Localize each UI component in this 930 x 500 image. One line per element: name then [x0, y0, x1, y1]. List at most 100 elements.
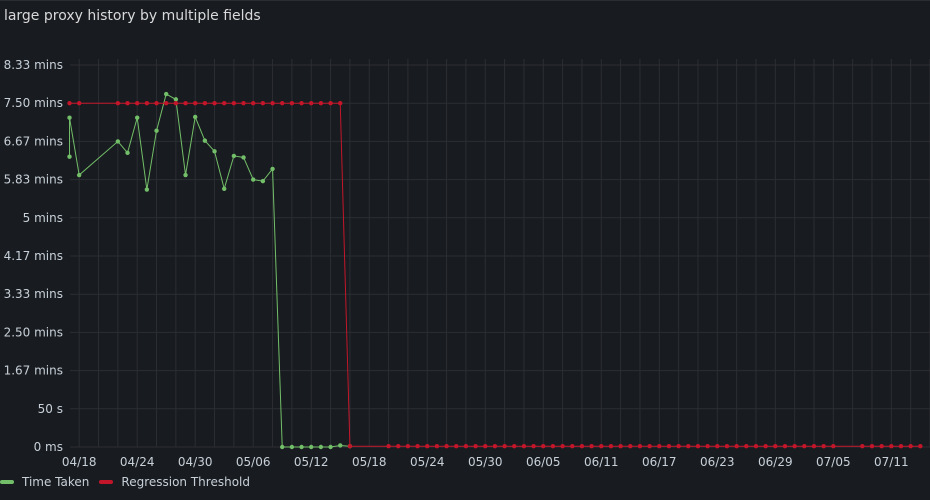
regression-threshold-point[interactable]	[309, 101, 314, 106]
regression-threshold-point[interactable]	[173, 101, 179, 106]
regression-threshold-point[interactable]	[280, 101, 285, 106]
regression-threshold-point[interactable]	[125, 101, 130, 106]
time-taken-point[interactable]	[134, 115, 140, 120]
regression-threshold-point[interactable]	[289, 101, 295, 106]
regression-threshold-point[interactable]	[753, 444, 759, 449]
legend-item-regression-threshold[interactable]: Regression Threshold	[99, 475, 250, 489]
regression-threshold-point[interactable]	[570, 444, 575, 449]
regression-threshold-point[interactable]	[869, 444, 875, 449]
regression-threshold-point[interactable]	[231, 101, 237, 106]
time-taken-point[interactable]	[289, 444, 295, 450]
regression-threshold-point[interactable]	[338, 101, 343, 106]
regression-threshold-point[interactable]	[628, 444, 633, 449]
regression-threshold-point[interactable]	[686, 444, 691, 449]
time-taken-point[interactable]	[280, 444, 285, 450]
regression-threshold-point[interactable]	[425, 444, 430, 449]
regression-threshold-point[interactable]	[608, 444, 614, 449]
regression-threshold-point[interactable]	[879, 444, 884, 449]
regression-threshold-point[interactable]	[550, 444, 556, 449]
regression-threshold-point[interactable]	[492, 444, 498, 449]
regression-threshold-point[interactable]	[454, 444, 459, 449]
time-taken-point[interactable]	[193, 114, 198, 120]
regression-threshold-point[interactable]	[744, 444, 749, 449]
regression-threshold-point[interactable]	[589, 444, 594, 449]
regression-threshold-point[interactable]	[115, 101, 121, 106]
regression-threshold-point[interactable]	[599, 444, 604, 449]
regression-threshold-point[interactable]	[831, 444, 836, 449]
regression-threshold-point[interactable]	[763, 444, 768, 449]
legend-item-time-taken[interactable]: Time Taken	[0, 475, 89, 489]
regression-threshold-point[interactable]	[483, 444, 488, 449]
regression-threshold-point[interactable]	[193, 101, 198, 106]
regression-threshold-point[interactable]	[618, 444, 623, 449]
time-taken-point[interactable]	[144, 187, 150, 192]
regression-threshold-point[interactable]	[260, 101, 266, 106]
time-taken-point[interactable]	[309, 444, 314, 450]
regression-threshold-point[interactable]	[531, 444, 536, 449]
regression-threshold-point[interactable]	[521, 444, 527, 449]
regression-threshold-point[interactable]	[918, 444, 923, 449]
regression-threshold-point[interactable]	[318, 101, 324, 106]
regression-threshold-point[interactable]	[463, 444, 469, 449]
regression-threshold-point[interactable]	[299, 101, 304, 106]
time-taken-point[interactable]	[251, 177, 256, 182]
regression-threshold-point[interactable]	[821, 444, 826, 449]
regression-threshold-point[interactable]	[415, 444, 420, 449]
time-taken-point[interactable]	[299, 444, 304, 450]
time-taken-point[interactable]	[67, 115, 72, 120]
regression-threshold-point[interactable]	[908, 444, 913, 449]
regression-threshold-point[interactable]	[270, 101, 275, 106]
regression-threshold-point[interactable]	[898, 444, 904, 449]
regression-threshold-point[interactable]	[434, 444, 440, 449]
regression-threshold-point[interactable]	[782, 444, 788, 449]
regression-threshold-point[interactable]	[144, 101, 150, 106]
time-taken-point[interactable]	[222, 186, 227, 191]
regression-threshold-point[interactable]	[676, 444, 681, 449]
time-taken-point[interactable]	[241, 155, 246, 160]
time-taken-point[interactable]	[183, 172, 188, 178]
regression-threshold-point[interactable]	[541, 444, 546, 449]
time-taken-point[interactable]	[76, 172, 82, 178]
regression-threshold-point[interactable]	[212, 101, 217, 106]
regression-threshold-point[interactable]	[164, 101, 169, 106]
regression-threshold-point[interactable]	[386, 444, 391, 449]
regression-threshold-point[interactable]	[222, 101, 227, 106]
regression-threshold-point[interactable]	[647, 444, 652, 449]
regression-threshold-point[interactable]	[773, 444, 778, 449]
time-taken-point[interactable]	[328, 444, 333, 450]
regression-threshold-point[interactable]	[715, 444, 720, 449]
time-taken-point[interactable]	[202, 138, 208, 143]
time-taken-point[interactable]	[231, 153, 237, 159]
regression-threshold-point[interactable]	[328, 101, 333, 106]
time-taken-point[interactable]	[270, 166, 275, 172]
regression-threshold-point[interactable]	[811, 444, 817, 449]
time-taken-point[interactable]	[173, 97, 179, 102]
regression-threshold-point[interactable]	[695, 444, 701, 449]
time-taken-point[interactable]	[115, 139, 121, 144]
regression-threshold-point[interactable]	[860, 444, 865, 449]
time-taken-point[interactable]	[212, 149, 217, 154]
regression-threshold-point[interactable]	[405, 444, 411, 449]
regression-threshold-point[interactable]	[889, 444, 894, 449]
regression-threshold-point[interactable]	[134, 101, 140, 106]
time-taken-point[interactable]	[338, 443, 343, 448]
regression-threshold-point[interactable]	[637, 444, 643, 449]
time-taken-point[interactable]	[67, 154, 72, 159]
regression-threshold-point[interactable]	[734, 444, 739, 449]
regression-threshold-point[interactable]	[67, 101, 72, 106]
time-taken-point[interactable]	[154, 128, 159, 133]
regression-threshold-point[interactable]	[347, 444, 353, 449]
regression-threshold-point[interactable]	[473, 444, 478, 449]
regression-threshold-point[interactable]	[802, 444, 807, 449]
time-taken-point[interactable]	[164, 91, 169, 97]
regression-threshold-point[interactable]	[512, 444, 517, 449]
time-taken-point[interactable]	[260, 178, 266, 184]
regression-threshold-point[interactable]	[251, 101, 256, 106]
time-taken-point[interactable]	[125, 150, 130, 156]
regression-threshold-point[interactable]	[724, 444, 730, 449]
regression-threshold-point[interactable]	[444, 444, 449, 449]
regression-threshold-point[interactable]	[792, 444, 797, 449]
regression-threshold-point[interactable]	[657, 444, 662, 449]
regression-threshold-point[interactable]	[183, 101, 188, 106]
regression-threshold-point[interactable]	[202, 101, 208, 106]
